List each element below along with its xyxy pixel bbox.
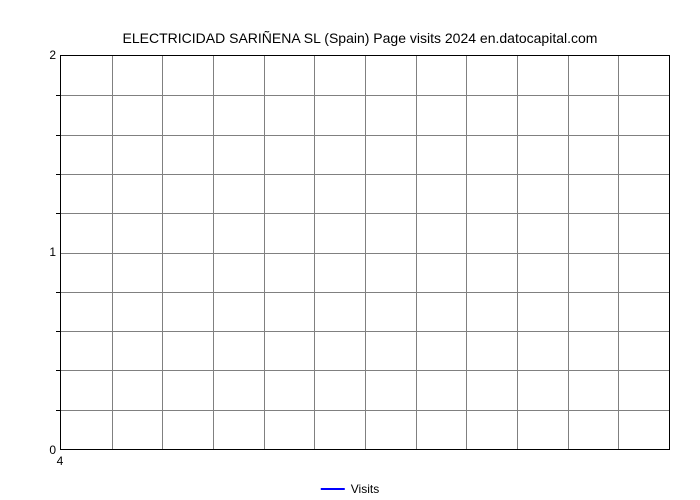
- y-minor-tick: [56, 213, 61, 214]
- y-minor-tick: [56, 95, 61, 96]
- y-minor-tick: [56, 292, 61, 293]
- y-minor-tick: [56, 174, 61, 175]
- y-tick-label: 2: [49, 48, 56, 62]
- grid-line-horizontal: [61, 410, 669, 411]
- grid-line-horizontal: [61, 370, 669, 371]
- x-tick-label: 4: [57, 454, 64, 468]
- y-minor-tick: [56, 410, 61, 411]
- grid-line-horizontal: [61, 331, 669, 332]
- chart-container: ELECTRICIDAD SARIÑENA SL (Spain) Page vi…: [40, 30, 680, 450]
- y-minor-tick: [56, 135, 61, 136]
- grid-line-horizontal: [61, 213, 669, 214]
- y-tick-label: 1: [49, 245, 56, 259]
- chart-title: ELECTRICIDAD SARIÑENA SL (Spain) Page vi…: [40, 30, 680, 46]
- y-minor-tick: [56, 331, 61, 332]
- grid-line-horizontal: [61, 135, 669, 136]
- grid-line-horizontal: [61, 292, 669, 293]
- grid-line-horizontal: [61, 95, 669, 96]
- legend-label: Visits: [351, 482, 379, 496]
- y-tick-label: 0: [49, 443, 56, 457]
- grid-line-horizontal: [61, 253, 669, 254]
- legend-line-icon: [321, 488, 345, 490]
- grid-line-horizontal: [61, 174, 669, 175]
- y-minor-tick: [56, 370, 61, 371]
- legend: Visits: [321, 482, 379, 496]
- plot-area: [60, 55, 670, 450]
